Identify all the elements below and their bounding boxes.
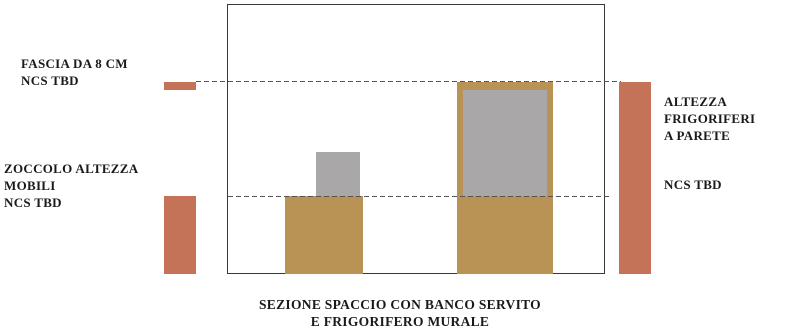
refrigerator-glass [463,90,547,196]
altezza-label-line: ALTEZZA [664,94,728,109]
altezza-ncs-label: NCS TBD [664,177,722,192]
serving-counter [285,196,363,274]
fascia-label-line: FASCIA DA 8 CM [21,56,128,71]
altezza-label-line: A PARETE [664,128,731,143]
section-caption: SEZIONE SPACCIO CON BANCO SERVITO E FRIG… [150,296,650,330]
caption-line: SEZIONE SPACCIO CON BANCO SERVITO [259,297,541,312]
zoccolo-swatch [164,196,196,274]
fascia-label: FASCIA DA 8 CM NCS TBD [21,55,128,89]
altezza-label: ALTEZZA FRIGORIFERI A PARETE [664,93,755,144]
zoccolo-label-line: ZOCCOLO ALTEZZA [4,161,139,176]
zoccolo-label-line: NCS TBD [4,195,62,210]
zoccolo-label: ZOCCOLO ALTEZZA MOBILI NCS TBD [4,160,138,211]
altezza-label-line: FRIGORIFERI [664,111,756,126]
fascia-label-line: NCS TBD [21,73,79,88]
fascia-swatch [164,82,196,90]
counter-display [316,152,360,196]
altezza-swatch [619,82,651,274]
zoccolo-label-line: MOBILI [4,178,56,193]
caption-line: E FRIGORIFERO MURALE [310,314,490,329]
room-outline [227,4,605,274]
